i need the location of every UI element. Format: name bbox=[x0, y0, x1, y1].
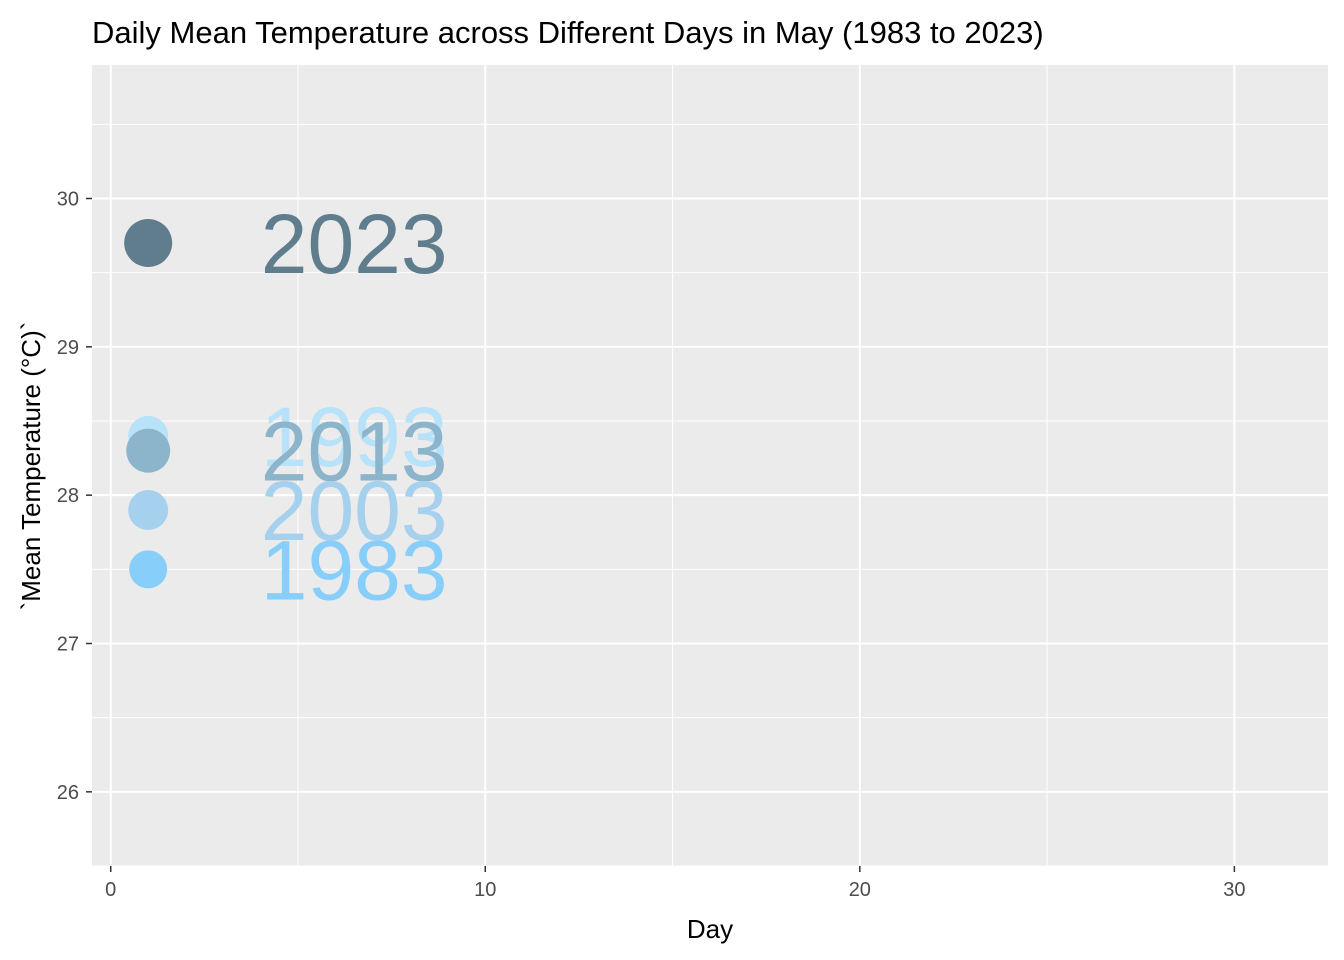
major-gridlines bbox=[92, 65, 1328, 866]
data-points bbox=[124, 219, 173, 589]
point-label-1993: 1993 bbox=[261, 390, 448, 484]
y-axis: 26 27 28 29 30 bbox=[57, 189, 92, 804]
x-tick-label: 30 bbox=[1223, 879, 1245, 901]
chart-title: Daily Mean Temperature across Different … bbox=[92, 15, 1044, 50]
point-label-2023: 2023 bbox=[261, 197, 448, 291]
data-point-1983 bbox=[129, 550, 168, 589]
data-point-2013 bbox=[126, 428, 171, 473]
y-axis-title: `Mean Temperature (°C)` bbox=[16, 322, 46, 611]
y-tick-label: 29 bbox=[57, 337, 79, 359]
x-tick-label: 20 bbox=[849, 879, 871, 901]
data-point-2023 bbox=[124, 219, 173, 267]
x-axis: 0 10 20 30 bbox=[105, 866, 1245, 901]
y-tick-label: 28 bbox=[57, 485, 79, 507]
point-label-2003: 2003 bbox=[261, 464, 448, 558]
y-tick-label: 30 bbox=[57, 189, 79, 211]
point-label-2013: 2013 bbox=[261, 405, 448, 499]
point-label-1983: 1983 bbox=[261, 523, 448, 617]
y-tick-label: 27 bbox=[57, 634, 79, 656]
y-tick-label: 26 bbox=[57, 782, 79, 804]
x-axis-title: Day bbox=[687, 914, 733, 944]
data-point-2003 bbox=[128, 490, 169, 530]
x-tick-label: 10 bbox=[474, 879, 496, 901]
x-tick-label: 0 bbox=[105, 879, 116, 901]
